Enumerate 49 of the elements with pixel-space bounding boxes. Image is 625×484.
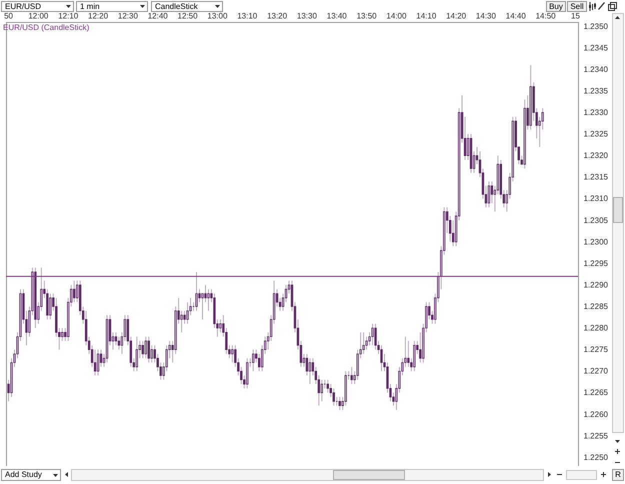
dropdown: Add Study xyxy=(1,469,61,481)
x-tick-label: 13:20 xyxy=(267,12,288,20)
x-tick-label: 12:10 xyxy=(58,12,79,20)
y-tick-label: 1.2305 xyxy=(584,216,609,225)
y-tick-label: 1.2350 xyxy=(584,22,609,31)
x-tick-label: 14:40 xyxy=(506,12,526,20)
y-tick-label: 1.2335 xyxy=(584,86,609,96)
y-tick-label: 1.2285 xyxy=(584,302,609,312)
y-tick-label: 1.2315 xyxy=(584,172,609,182)
x-tick-label: 13:10 xyxy=(237,12,258,20)
y-tick-label: 1.2275 xyxy=(584,345,609,354)
y-tick-label: 1.2250 xyxy=(584,452,609,462)
x-tick-label: 15 xyxy=(571,12,580,20)
y-tick-label: 1.2255 xyxy=(584,431,609,440)
dropdown: EUR/USD xyxy=(1,1,74,12)
y-tick-label: 1.2325 xyxy=(584,130,609,139)
chart-title: EUR/USD (CandleStick) xyxy=(3,23,90,32)
dropdown: 1 min xyxy=(76,1,148,12)
y-tick-label: 1.2330 xyxy=(584,108,609,118)
x-tick-label: 13:40 xyxy=(326,12,348,20)
y-tick-label: 1.2270 xyxy=(584,366,609,376)
y-tick-label: 1.2320 xyxy=(584,151,609,160)
button: Sell xyxy=(567,1,587,12)
x-tick-label: 12:20 xyxy=(88,12,109,20)
x-tick-label: 12:40 xyxy=(148,12,168,20)
x-tick-label: 12:00 xyxy=(28,12,49,20)
x-tick-label: 14:20 xyxy=(446,12,467,20)
y-tick-label: 1.2310 xyxy=(584,194,609,204)
x-tick-label: 50 xyxy=(4,12,14,20)
y-tick-label: 1.2295 xyxy=(584,258,609,268)
button: Buy xyxy=(546,1,566,12)
x-tick-label: 13:50 xyxy=(356,12,378,20)
x-tick-label: 12:30 xyxy=(118,12,138,20)
x-tick-label: 14:00 xyxy=(386,12,407,20)
x-tick-label: 13:00 xyxy=(207,12,228,20)
button: R xyxy=(612,469,624,481)
y-tick-label: 1.2280 xyxy=(584,324,609,333)
dropdown: CandleStick xyxy=(151,1,223,12)
y-tick-label: 1.2265 xyxy=(584,388,609,398)
y-tick-label: 1.2290 xyxy=(584,280,609,290)
x-tick-label: 14:30 xyxy=(476,12,497,20)
y-tick-label: 1.2260 xyxy=(584,410,609,419)
x-tick-label: 14:10 xyxy=(416,12,437,20)
x-tick-label: 13:30 xyxy=(296,12,318,20)
y-tick-label: 1.2345 xyxy=(584,43,609,52)
x-tick-label: 14:50 xyxy=(536,12,556,20)
x-tick-label: 12:50 xyxy=(178,12,198,20)
y-tick-label: 1.2300 xyxy=(584,237,609,246)
y-tick-label: 1.2340 xyxy=(584,64,609,74)
